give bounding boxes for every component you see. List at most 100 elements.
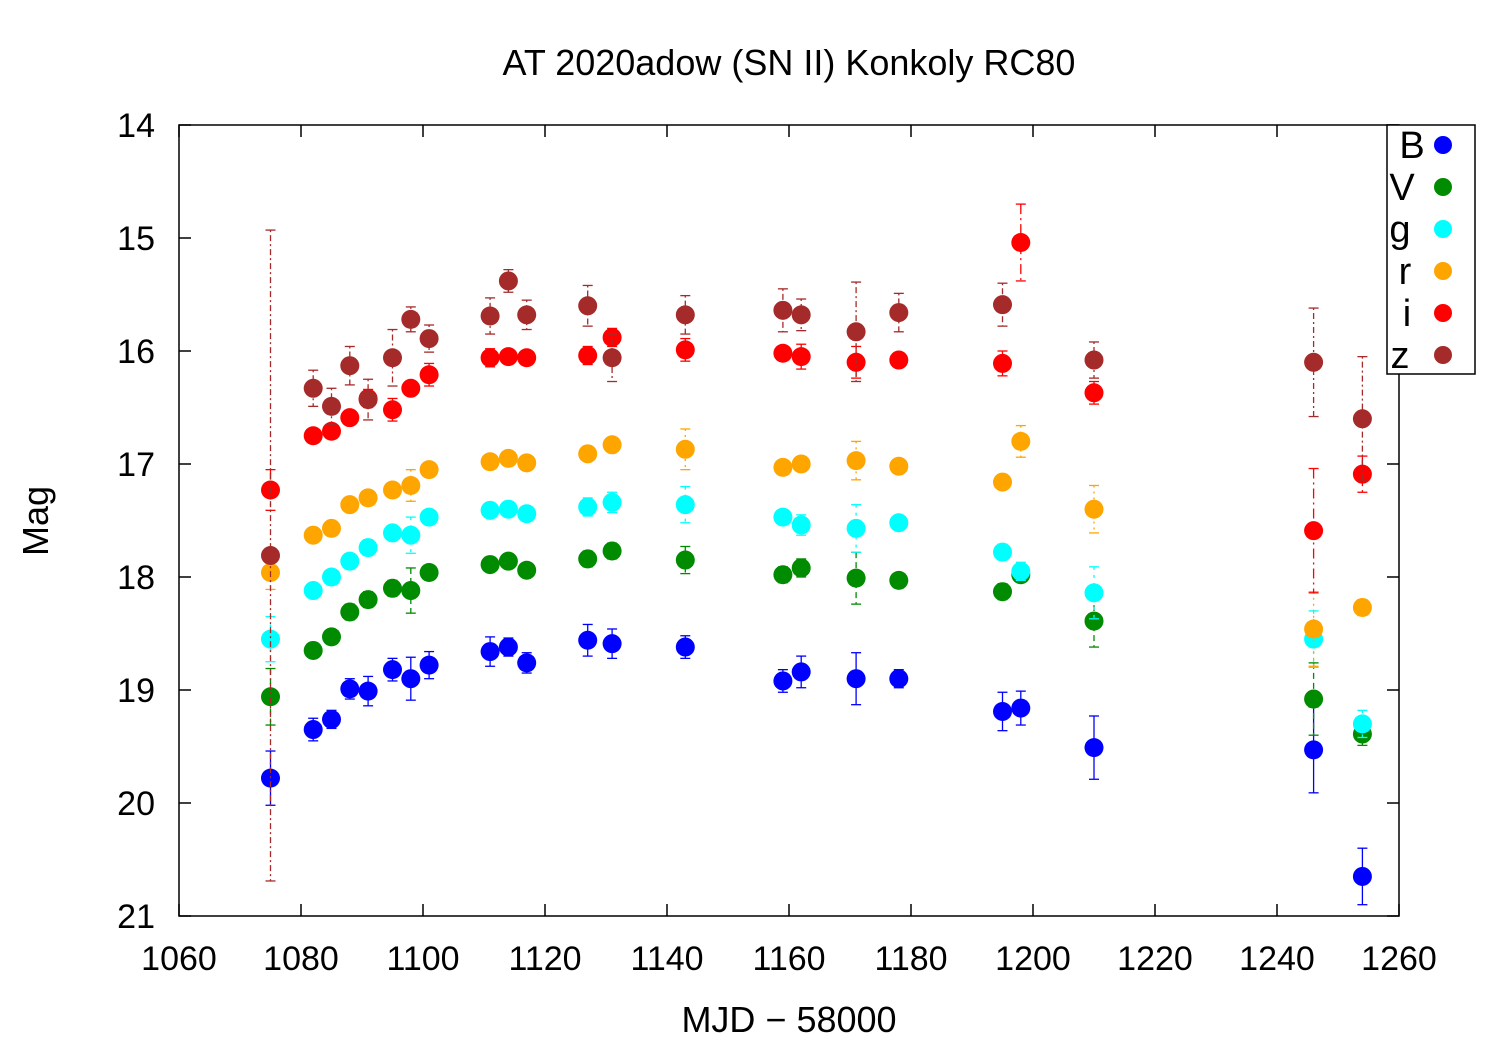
data-point (517, 560, 537, 580)
legend-label-z: z (1391, 335, 1410, 377)
x-tick-label: 1140 (630, 940, 703, 978)
data-point (773, 300, 793, 320)
data-point (602, 634, 622, 654)
data-point (401, 581, 421, 601)
data-point (383, 660, 402, 680)
data-point (383, 578, 402, 598)
data-point (675, 495, 695, 515)
data-point (303, 378, 323, 398)
data-point (480, 555, 500, 575)
x-tick-label: 1200 (995, 940, 1071, 978)
data-point (261, 687, 280, 707)
data-point (498, 637, 518, 657)
y-tick-label: 17 (117, 446, 155, 484)
data-point (889, 456, 909, 476)
data-point (889, 350, 909, 370)
data-point (578, 444, 598, 464)
x-tick-label: 1260 (1361, 940, 1437, 978)
data-point (846, 669, 866, 689)
data-point (383, 523, 402, 543)
data-point (578, 296, 598, 316)
axis-ticks: 1060 1080 1100 1120 1140 1160 1180 1200 1220 1240… (117, 107, 1437, 978)
data-point (1084, 611, 1104, 631)
data-point (419, 562, 439, 582)
data-point (419, 365, 439, 385)
data-point (1011, 233, 1031, 253)
x-tick-label: 1240 (1239, 940, 1315, 978)
data-point (358, 590, 378, 610)
y-tick-label: 16 (117, 333, 155, 371)
data-point (675, 305, 695, 325)
data-point (1084, 583, 1104, 603)
series-V (261, 541, 1372, 747)
data-point (1084, 383, 1104, 403)
data-point (261, 768, 280, 788)
data-point (383, 400, 402, 420)
data-point (846, 568, 866, 588)
data-point (517, 653, 537, 673)
series-i (261, 203, 1372, 594)
data-point (303, 720, 323, 740)
data-point (498, 551, 518, 571)
data-point (1011, 431, 1031, 451)
data-point (675, 439, 695, 459)
series-B (261, 623, 1372, 906)
x-tick-label: 1180 (874, 940, 947, 978)
data-point (480, 348, 500, 368)
data-point (773, 565, 793, 585)
data-point (791, 662, 811, 682)
data-point (340, 495, 360, 515)
data-point (480, 500, 500, 520)
data-point (675, 637, 695, 657)
y-tick-label: 15 (117, 220, 155, 258)
data-point (1304, 619, 1324, 639)
series-z (261, 229, 1372, 882)
legend-label-i: i (1403, 293, 1411, 335)
data-point (261, 546, 280, 566)
data-point (791, 454, 811, 474)
data-point (1084, 738, 1104, 758)
data-point (1352, 714, 1372, 734)
data-point (517, 453, 537, 473)
data-point (578, 549, 598, 569)
data-point (480, 642, 500, 662)
data-point (517, 504, 537, 524)
data-point (480, 306, 500, 326)
data-point (498, 499, 518, 519)
data-point (401, 525, 421, 545)
data-point (773, 507, 793, 527)
data-point (993, 353, 1012, 373)
data-point (675, 340, 695, 360)
data-point (578, 346, 598, 366)
data-point (419, 460, 439, 480)
data-point (889, 669, 909, 689)
data-point (1352, 866, 1372, 886)
data-point (1304, 521, 1324, 541)
series-g (261, 485, 1372, 739)
data-point (383, 348, 402, 368)
data-point (993, 295, 1012, 315)
data-point (480, 452, 500, 472)
data-point (358, 488, 378, 508)
data-point (322, 518, 341, 538)
y-tick-label: 19 (117, 672, 155, 710)
chart-title: AT 2020adow (SN II) Konkoly RC80 (503, 42, 1076, 83)
data-point (993, 472, 1012, 492)
data-point (1011, 561, 1031, 581)
y-tick-label: 14 (117, 107, 155, 145)
data-point (773, 671, 793, 691)
data-point (602, 435, 622, 455)
data-point (846, 518, 866, 538)
data-point (791, 347, 811, 367)
data-point (322, 567, 341, 587)
data-point (889, 570, 909, 590)
data-point (322, 709, 341, 729)
legend-label-B: B (1399, 125, 1424, 167)
series-r (261, 424, 1372, 667)
data-point (358, 538, 378, 558)
x-tick-label: 1160 (752, 940, 825, 978)
data-point (1084, 350, 1104, 370)
data-point (340, 679, 360, 699)
data-marks (261, 203, 1372, 906)
